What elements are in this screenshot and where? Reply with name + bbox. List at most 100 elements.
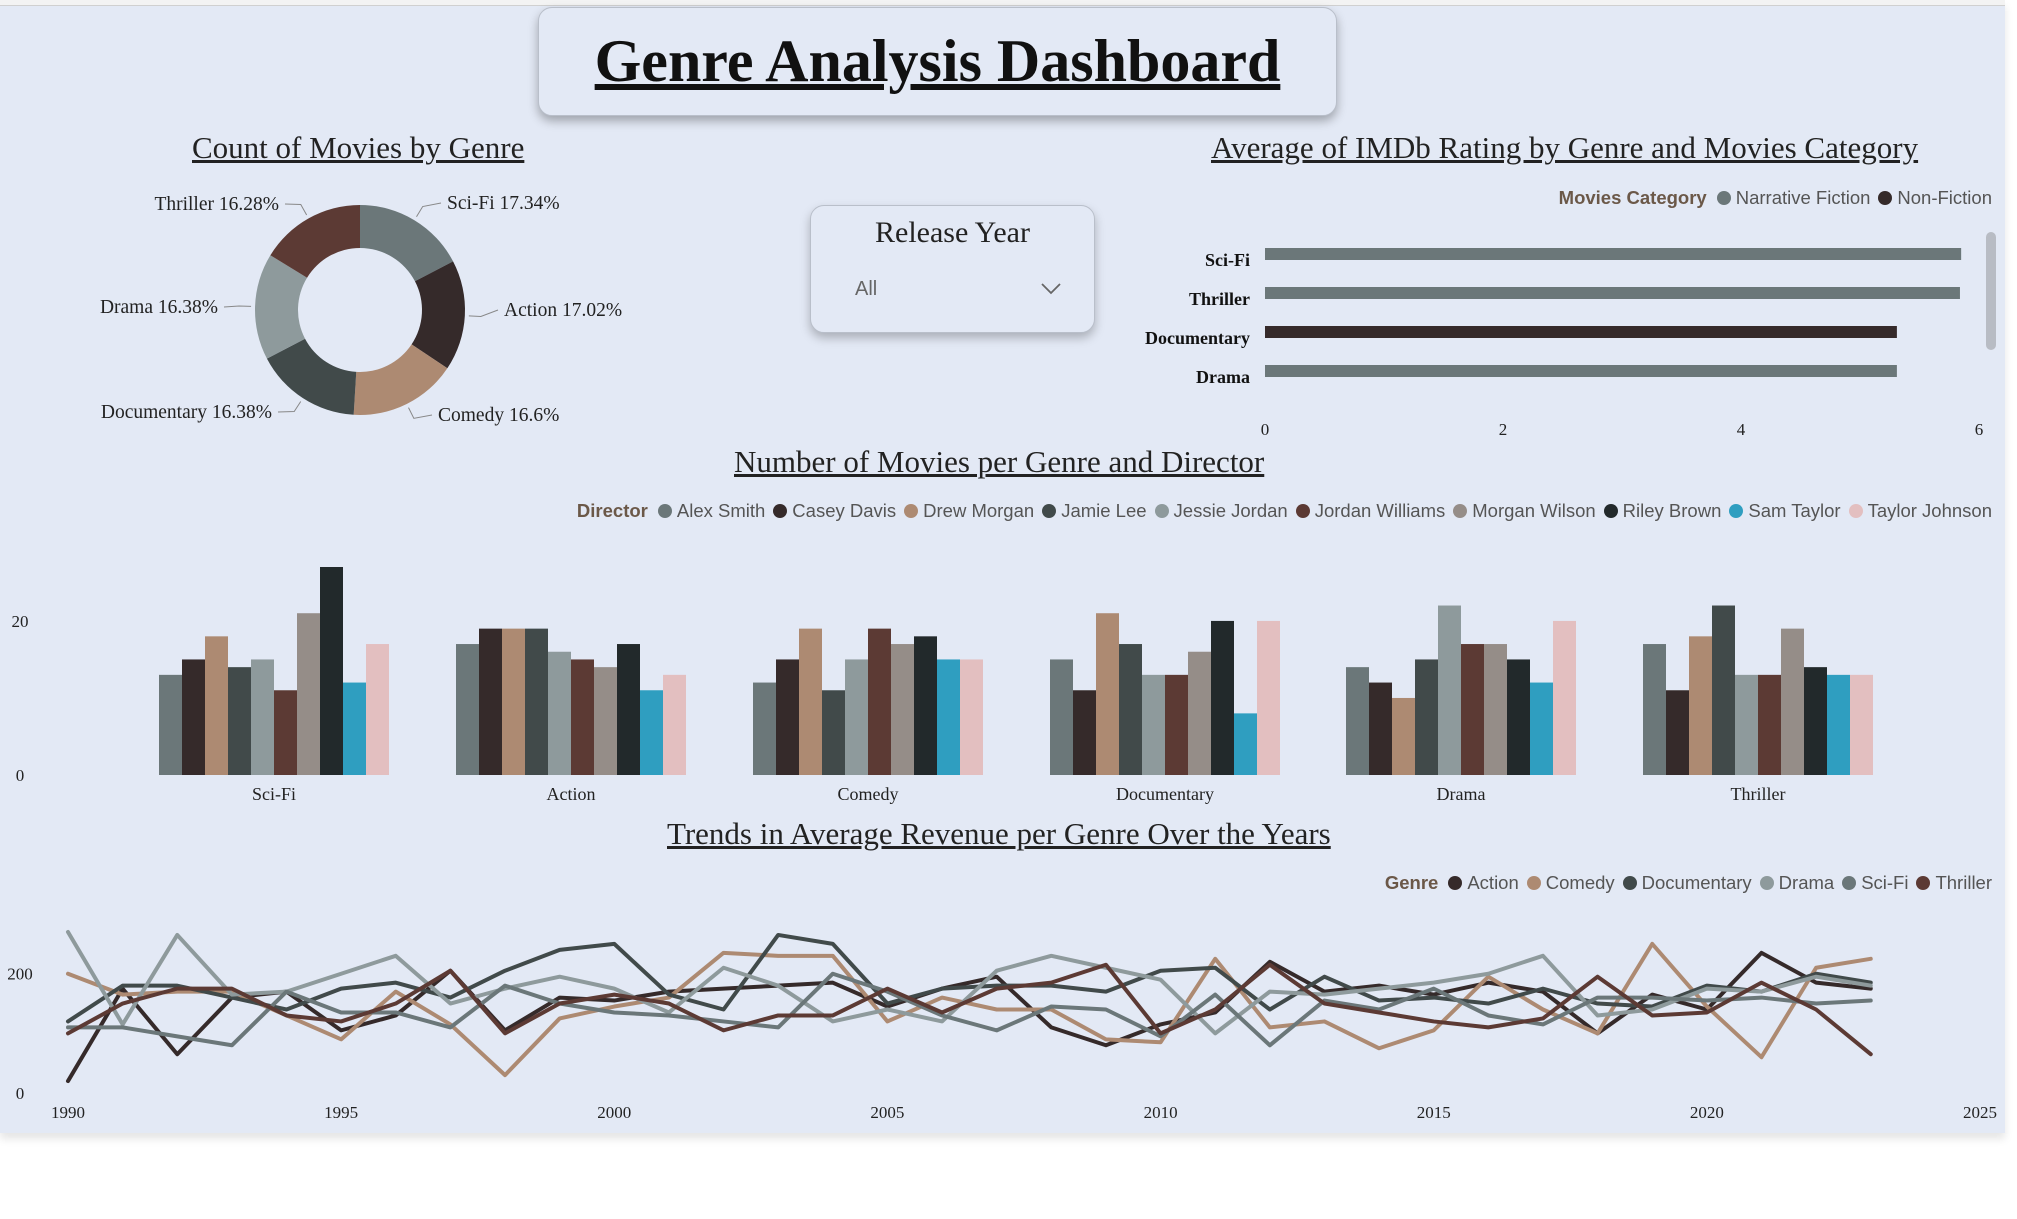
bar-sci-fi-jordan-williams[interactable] [274, 690, 297, 775]
donut-chart[interactable]: Sci-Fi 17.34% Action 17.02% Comedy 16.6% Do… [0, 180, 700, 480]
legend-item-documentary[interactable]: Documentary [1622, 872, 1752, 894]
legend-item-action[interactable]: Action [1448, 872, 1519, 894]
bar-comedy-riley-brown[interactable] [914, 636, 937, 775]
bar-sci-fi-morgan-wilson[interactable] [297, 613, 320, 775]
bar-comedy-casey-davis[interactable] [776, 659, 799, 775]
imdb-scrollbar[interactable] [1986, 232, 1996, 350]
imdb-bar-thriller[interactable] [1265, 287, 1960, 299]
donut-slice-sci-fi[interactable] [360, 205, 454, 282]
bar-sci-fi-sam-taylor[interactable] [343, 682, 366, 775]
revenue-line-thriller[interactable] [66, 962, 1873, 1057]
bar-sci-fi-alex-smith[interactable] [159, 674, 182, 775]
legend-item-thriller[interactable]: Thriller [1916, 872, 1992, 894]
legend-item-drew-morgan[interactable]: Drew Morgan [904, 500, 1034, 522]
bar-drama-jamie-lee[interactable] [1415, 659, 1438, 775]
bar-documentary-alex-smith[interactable] [1050, 659, 1073, 775]
bar-action-taylor-johnson[interactable] [663, 674, 686, 775]
imdb-bar-documentary[interactable] [1265, 326, 1897, 338]
bar-comedy-taylor-johnson[interactable] [960, 659, 983, 775]
imdb-bar-sci-fi[interactable] [1265, 248, 1962, 260]
legend-item-casey-davis[interactable]: Casey Davis [773, 500, 896, 522]
donut-slice-thriller[interactable] [270, 205, 360, 278]
donut-slice-documentary[interactable] [266, 338, 357, 415]
bar-thriller-riley-brown[interactable] [1804, 667, 1827, 775]
bar-thriller-morgan-wilson[interactable] [1781, 628, 1804, 775]
legend-item-jordan-williams[interactable]: Jordan Williams [1295, 500, 1445, 522]
bar-thriller-jamie-lee[interactable] [1712, 605, 1735, 775]
legend-item-morgan-wilson[interactable]: Morgan Wilson [1453, 500, 1596, 522]
bar-action-riley-brown[interactable] [617, 644, 640, 775]
donut-slice-comedy[interactable] [353, 344, 448, 415]
bar-action-jordan-williams[interactable] [571, 659, 594, 775]
bar-thriller-taylor-johnson[interactable] [1850, 674, 1873, 775]
bar-documentary-sam-taylor[interactable] [1234, 713, 1257, 775]
imdb-bar-chart[interactable]: Sci-Fi Thriller Documentary Drama 0 2 4 6 [1130, 232, 1990, 442]
legend-item-narrative-fiction[interactable]: Narrative Fiction [1716, 187, 1870, 209]
bar-sci-fi-casey-davis[interactable] [182, 659, 205, 775]
bar-action-sam-taylor[interactable] [640, 690, 663, 775]
bar-action-casey-davis[interactable] [479, 628, 502, 775]
legend-item-drama[interactable]: Drama [1759, 872, 1834, 894]
legend-item-jamie-lee[interactable]: Jamie Lee [1042, 500, 1147, 522]
imdb-bar-drama[interactable] [1265, 365, 1897, 377]
bar-sci-fi-riley-brown[interactable] [320, 567, 343, 775]
bar-action-jamie-lee[interactable] [525, 628, 548, 775]
imdb-legend: Movies Category Narrative Fiction Non-Fict… [1559, 187, 1992, 209]
release-year-dropdown[interactable]: All [835, 268, 1071, 310]
bar-thriller-jessie-jordan[interactable] [1735, 674, 1758, 775]
bar-comedy-alex-smith[interactable] [753, 682, 776, 775]
chevron-down-icon[interactable] [1039, 276, 1063, 300]
bar-thriller-jordan-williams[interactable] [1758, 674, 1781, 775]
donut-slice-action[interactable] [411, 261, 465, 369]
legend-item-non-fiction[interactable]: Non-Fiction [1878, 187, 1992, 209]
bar-documentary-riley-brown[interactable] [1211, 620, 1234, 775]
bar-drama-casey-davis[interactable] [1369, 682, 1392, 775]
revenue-line-drama[interactable] [66, 929, 1873, 1036]
bar-sci-fi-taylor-johnson[interactable] [366, 644, 389, 775]
bar-thriller-alex-smith[interactable] [1643, 644, 1666, 775]
legend-item-sci-fi[interactable]: Sci-Fi [1842, 872, 1908, 894]
bar-documentary-taylor-johnson[interactable] [1257, 620, 1280, 775]
bar-comedy-jamie-lee[interactable] [822, 690, 845, 775]
bar-action-morgan-wilson[interactable] [594, 667, 617, 775]
bar-action-jessie-jordan[interactable] [548, 651, 571, 775]
bar-comedy-jordan-williams[interactable] [868, 628, 891, 775]
bar-sci-fi-jamie-lee[interactable] [228, 667, 251, 775]
bar-thriller-casey-davis[interactable] [1666, 690, 1689, 775]
bar-comedy-drew-morgan[interactable] [799, 628, 822, 775]
bar-drama-morgan-wilson[interactable] [1484, 644, 1507, 775]
donut-slice-drama[interactable] [254, 255, 308, 359]
bar-sci-fi-drew-morgan[interactable] [205, 636, 228, 775]
bar-comedy-jessie-jordan[interactable] [845, 659, 868, 775]
bar-documentary-jessie-jordan[interactable] [1142, 674, 1165, 775]
bar-action-alex-smith[interactable] [456, 644, 479, 775]
bar-thriller-drew-morgan[interactable] [1689, 636, 1712, 775]
bar-thriller-sam-taylor[interactable] [1827, 674, 1850, 775]
bar-documentary-jordan-williams[interactable] [1165, 674, 1188, 775]
director-bar-chart[interactable]: Sci-Fi Action Comedy Documentary Drama Thrill… [0, 540, 2005, 810]
bar-documentary-casey-davis[interactable] [1073, 690, 1096, 775]
bar-comedy-morgan-wilson[interactable] [891, 644, 914, 775]
legend-item-alex-smith[interactable]: Alex Smith [657, 500, 765, 522]
bar-drama-taylor-johnson[interactable] [1553, 620, 1576, 775]
revenue-line-chart[interactable]: 1990 1995 2000 2005 2010 2015 2020 2025 0 200 [0, 893, 2005, 1133]
bar-drama-sam-taylor[interactable] [1530, 682, 1553, 775]
bar-sci-fi-jessie-jordan[interactable] [251, 659, 274, 775]
bar-documentary-drew-morgan[interactable] [1096, 613, 1119, 775]
legend-item-jessie-jordan[interactable]: Jessie Jordan [1154, 500, 1288, 522]
director-y-tick: 0 [16, 766, 25, 785]
bar-drama-riley-brown[interactable] [1507, 659, 1530, 775]
revenue-line-comedy[interactable] [66, 941, 1873, 1078]
bar-comedy-sam-taylor[interactable] [937, 659, 960, 775]
bar-documentary-morgan-wilson[interactable] [1188, 651, 1211, 775]
bar-drama-drew-morgan[interactable] [1392, 697, 1415, 775]
bar-action-drew-morgan[interactable] [502, 628, 525, 775]
bar-drama-jessie-jordan[interactable] [1438, 605, 1461, 775]
bar-drama-alex-smith[interactable] [1346, 667, 1369, 775]
bar-documentary-jamie-lee[interactable] [1119, 644, 1142, 775]
legend-item-comedy[interactable]: Comedy [1526, 872, 1615, 894]
legend-item-sam-taylor[interactable]: Sam Taylor [1729, 500, 1841, 522]
bar-drama-jordan-williams[interactable] [1461, 644, 1484, 775]
legend-item-taylor-johnson[interactable]: Taylor Johnson [1848, 500, 1992, 522]
legend-item-riley-brown[interactable]: Riley Brown [1603, 500, 1721, 522]
